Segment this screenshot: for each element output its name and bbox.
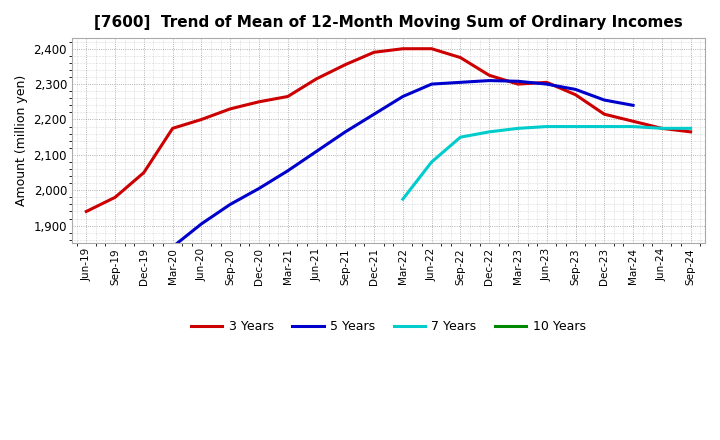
- 7 Years: [399, 197, 408, 202]
- 7 Years: [686, 126, 695, 131]
- Line: 7 Years: 7 Years: [403, 127, 690, 199]
- 5 Years: [370, 112, 379, 117]
- 5 Years: [456, 80, 464, 85]
- 3 Years: [686, 129, 695, 135]
- 5 Years: [571, 87, 580, 92]
- 3 Years: [427, 46, 436, 51]
- 3 Years: [140, 170, 148, 175]
- 3 Years: [255, 99, 264, 104]
- 5 Years: [168, 244, 177, 249]
- 3 Years: [600, 112, 608, 117]
- 5 Years: [341, 129, 350, 135]
- 3 Years: [571, 92, 580, 97]
- 3 Years: [197, 117, 206, 122]
- 7 Years: [456, 135, 464, 140]
- 3 Years: [284, 94, 292, 99]
- 5 Years: [226, 202, 235, 207]
- 5 Years: [485, 78, 493, 83]
- 3 Years: [312, 76, 321, 81]
- 3 Years: [456, 55, 464, 60]
- 3 Years: [168, 126, 177, 131]
- 3 Years: [341, 62, 350, 67]
- 7 Years: [571, 124, 580, 129]
- 5 Years: [513, 79, 522, 84]
- 5 Years: [629, 103, 637, 108]
- 3 Years: [513, 81, 522, 87]
- Line: 3 Years: 3 Years: [86, 49, 690, 212]
- 5 Years: [284, 168, 292, 173]
- Legend: 3 Years, 5 Years, 7 Years, 10 Years: 3 Years, 5 Years, 7 Years, 10 Years: [186, 315, 590, 338]
- 5 Years: [255, 186, 264, 191]
- 5 Years: [600, 97, 608, 103]
- 7 Years: [485, 129, 493, 135]
- 5 Years: [312, 149, 321, 154]
- 3 Years: [485, 73, 493, 78]
- 7 Years: [657, 126, 666, 131]
- Y-axis label: Amount (million yen): Amount (million yen): [15, 75, 28, 206]
- 3 Years: [399, 46, 408, 51]
- 3 Years: [542, 80, 551, 85]
- 5 Years: [542, 81, 551, 87]
- 5 Years: [399, 94, 408, 99]
- 7 Years: [513, 126, 522, 131]
- 7 Years: [629, 124, 637, 129]
- 7 Years: [427, 159, 436, 165]
- 3 Years: [629, 119, 637, 124]
- 3 Years: [226, 106, 235, 111]
- 3 Years: [82, 209, 91, 214]
- 5 Years: [427, 81, 436, 87]
- 3 Years: [657, 126, 666, 131]
- 7 Years: [542, 124, 551, 129]
- Line: 5 Years: 5 Years: [173, 81, 633, 247]
- 7 Years: [600, 124, 608, 129]
- 3 Years: [111, 194, 120, 200]
- 5 Years: [197, 221, 206, 227]
- Title: [7600]  Trend of Mean of 12-Month Moving Sum of Ordinary Incomes: [7600] Trend of Mean of 12-Month Moving …: [94, 15, 683, 30]
- 3 Years: [370, 50, 379, 55]
